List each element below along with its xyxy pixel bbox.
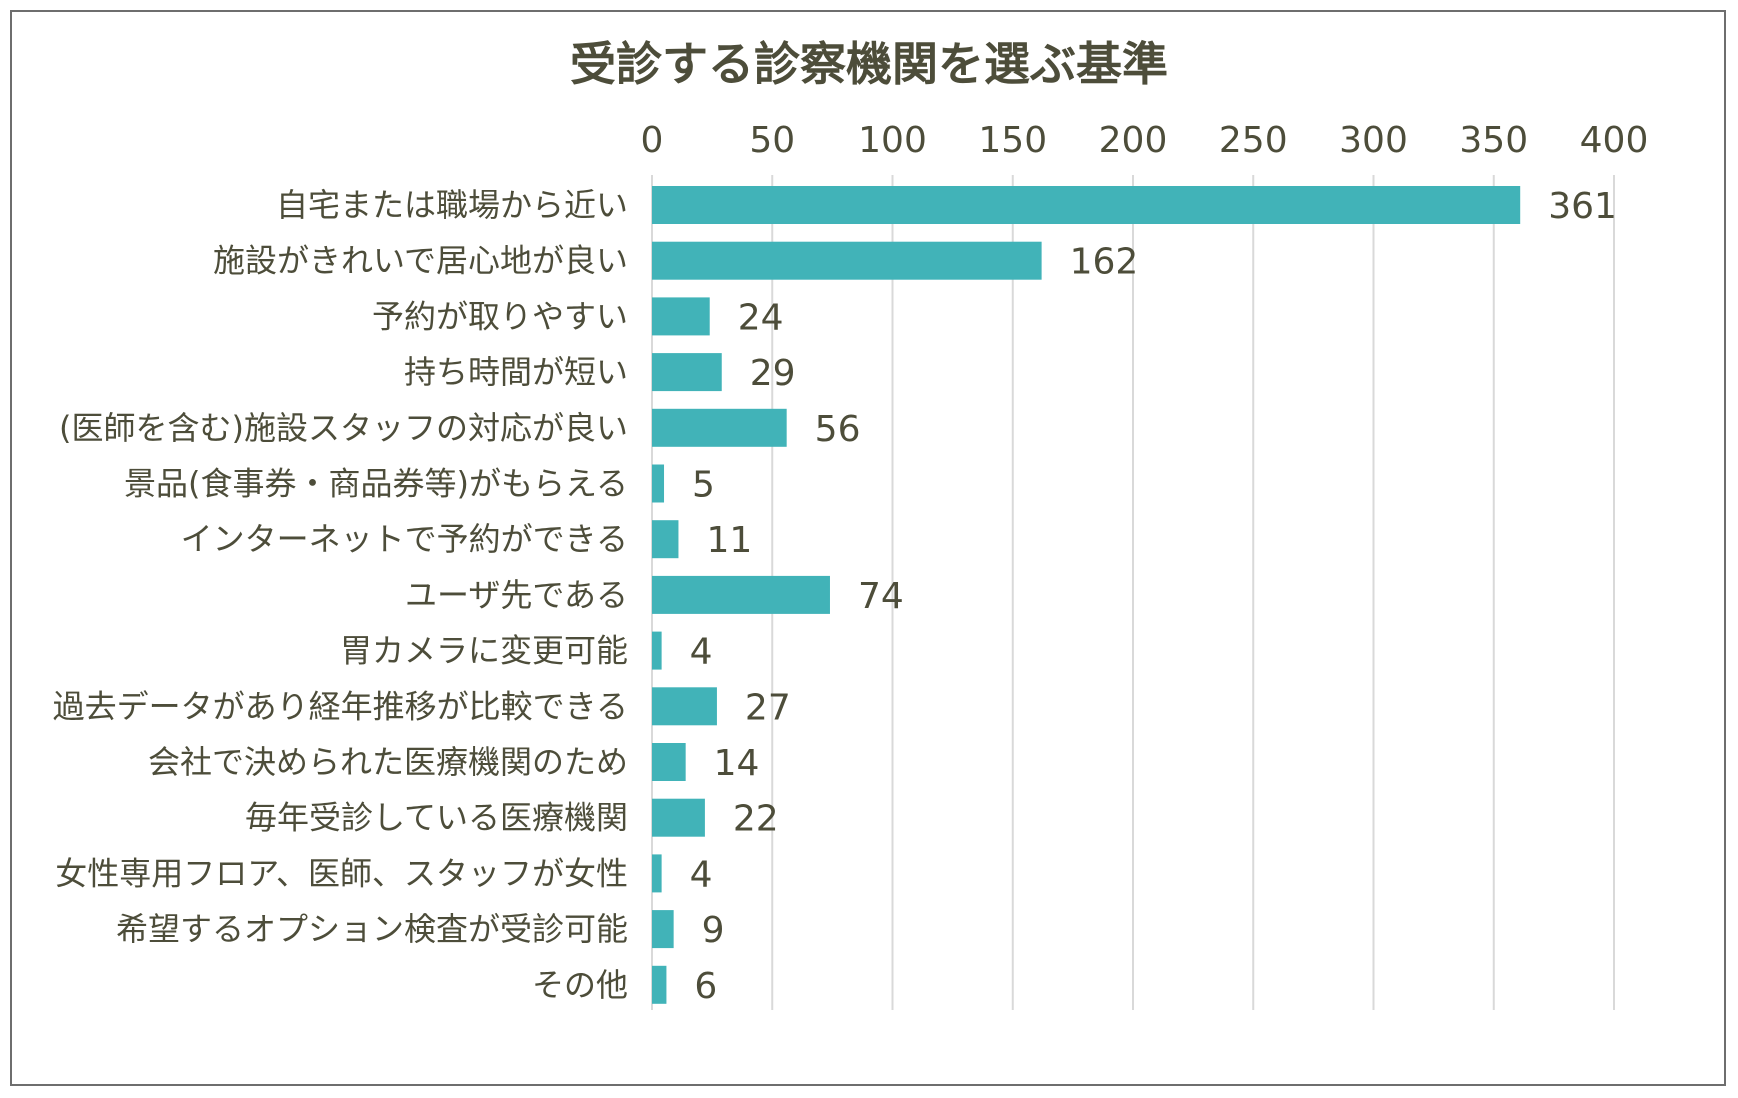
x-tick-label: 0 (641, 120, 664, 161)
x-axis-ticks: 0 50 100 150 200 250 300 350 400 (641, 120, 1649, 161)
category-label: 予約が取りやすい (372, 297, 628, 335)
x-tick-label: 250 (1219, 120, 1288, 161)
category-label: 女性専用フロア、医師、スタッフが女性 (55, 854, 628, 892)
category-label: (医師を含む)施設スタッフの対応が良い (59, 409, 628, 447)
bar (652, 965, 667, 1004)
category-label: 持ち時間が短い (404, 353, 628, 391)
category-label: ユーザ先である (405, 576, 628, 614)
value-label: 4 (690, 854, 713, 895)
bar (652, 408, 787, 447)
bar (652, 353, 722, 392)
x-tick-label: 400 (1580, 120, 1649, 161)
bar (652, 631, 662, 670)
x-tick-label: 350 (1459, 120, 1528, 161)
value-label: 14 (714, 743, 760, 784)
category-label: インターネットで予約ができる (181, 520, 628, 558)
category-label: 会社で決められた医療機関のため (148, 743, 628, 781)
category-label: 景品(食事券・商品券等)がもらえる (124, 465, 628, 503)
bar (652, 854, 662, 893)
bar (652, 743, 686, 781)
chart-title: 受診する診察機関を選ぶ基準 (570, 37, 1168, 91)
bar (652, 575, 830, 614)
bar (652, 798, 705, 837)
category-label: 過去データがあり経年推移が比較できる (53, 687, 628, 725)
x-tick-label: 50 (749, 120, 795, 161)
bar (652, 910, 674, 949)
value-label: 29 (750, 353, 796, 394)
category-label: 自宅または職場から近い (276, 186, 628, 224)
value-label: 22 (733, 799, 779, 840)
bar (652, 186, 1521, 224)
x-tick-label: 200 (1099, 120, 1168, 161)
category-label: 毎年受診している医療機関 (245, 799, 628, 837)
value-label: 9 (702, 910, 725, 951)
bar (652, 464, 665, 503)
value-labels: 361 162 24 29 56 5 11 74 4 27 14 22 4 9 6 (690, 186, 1617, 1007)
x-tick-label: 100 (858, 120, 927, 161)
value-label: 24 (738, 297, 784, 338)
bars (652, 186, 1521, 1004)
value-label: 6 (694, 966, 717, 1007)
x-tick-label: 150 (978, 120, 1047, 161)
value-label: 11 (706, 520, 752, 561)
value-label: 27 (745, 687, 791, 728)
bar (652, 687, 717, 726)
category-label: 施設がきれいで居心地が良い (213, 242, 628, 280)
category-label: 希望するオプション検査が受診可能 (116, 910, 628, 948)
bar (652, 520, 679, 559)
category-label: 胃カメラに変更可能 (340, 632, 628, 670)
value-label: 5 (692, 465, 715, 506)
value-label: 361 (1548, 186, 1617, 227)
value-label: 162 (1070, 242, 1139, 283)
category-label: その他 (532, 966, 628, 1004)
x-tick-label: 300 (1339, 120, 1408, 161)
bar (652, 297, 710, 336)
value-label: 56 (815, 409, 861, 450)
value-label: 74 (858, 576, 904, 617)
bar (652, 241, 1042, 280)
value-label: 4 (690, 632, 713, 673)
